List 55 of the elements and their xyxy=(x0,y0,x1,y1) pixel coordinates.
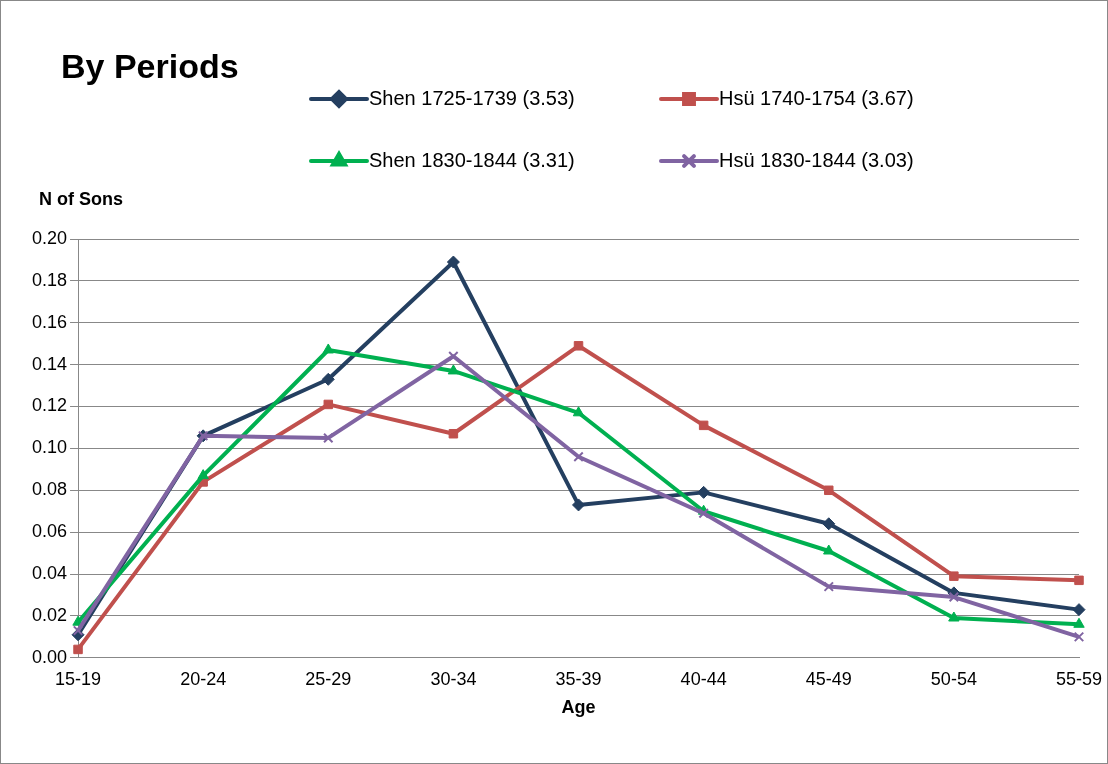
point xyxy=(698,508,709,519)
point xyxy=(322,343,334,354)
x-axis-title: Age xyxy=(561,697,596,718)
point xyxy=(1074,575,1084,586)
point xyxy=(446,255,460,269)
x-tick-label: 50-54 xyxy=(930,668,977,689)
chart-title: By Periods xyxy=(61,47,239,86)
y-tick-label: 0.14 xyxy=(31,353,68,374)
point xyxy=(948,611,960,622)
point xyxy=(1073,617,1085,628)
point xyxy=(949,571,959,581)
y-tick-label: 0.16 xyxy=(31,311,68,332)
x-tick-label: 25-29 xyxy=(305,668,352,689)
point xyxy=(823,581,834,592)
x-tick-label: 30-34 xyxy=(430,668,477,689)
point xyxy=(573,451,584,463)
point xyxy=(72,625,84,636)
point xyxy=(448,429,459,439)
y-tick-label: 0.06 xyxy=(31,521,68,542)
point xyxy=(447,364,460,375)
point xyxy=(73,644,83,655)
point xyxy=(448,351,459,362)
point xyxy=(698,420,709,431)
point xyxy=(323,432,334,444)
y-tick-label: 0.04 xyxy=(31,563,68,584)
point xyxy=(822,517,836,531)
point xyxy=(1073,631,1085,643)
y-tick-label: 0.18 xyxy=(31,269,68,290)
point xyxy=(197,469,209,480)
point xyxy=(321,372,335,386)
y-tick-label: 0.02 xyxy=(31,604,68,625)
x-tick-label: 55-59 xyxy=(1055,668,1103,689)
y-tick-label: 0.00 xyxy=(31,646,68,667)
y-tick-label: 0.08 xyxy=(31,479,68,500)
y-axis-title: N of Sons xyxy=(39,188,123,209)
y-tick-label: 0.10 xyxy=(31,437,68,458)
x-tick-label: 35-39 xyxy=(555,668,602,689)
point xyxy=(697,485,711,499)
legend-label: Shen 1725-1739 (3.53) xyxy=(369,86,575,109)
point xyxy=(1072,603,1086,617)
y-tick-label: 0.20 xyxy=(31,227,68,248)
y-tick-label: 0.12 xyxy=(31,395,68,416)
point xyxy=(572,406,585,417)
x-tick-label: 40-44 xyxy=(680,668,727,689)
legend-label: Shen 1830-1844 (3.31) xyxy=(369,148,575,171)
legend-label: Hsü 1830-1844 (3.03) xyxy=(719,148,914,171)
point xyxy=(323,399,334,410)
legend-label: Hsü 1740-1754 (3.67) xyxy=(719,86,914,109)
point xyxy=(573,341,584,351)
point xyxy=(572,498,586,512)
point xyxy=(948,591,960,603)
x-tick-label: 45-49 xyxy=(805,668,852,689)
point xyxy=(824,485,834,496)
x-tick-label: 15-19 xyxy=(55,668,102,689)
x-tick-label: 20-24 xyxy=(180,668,227,689)
